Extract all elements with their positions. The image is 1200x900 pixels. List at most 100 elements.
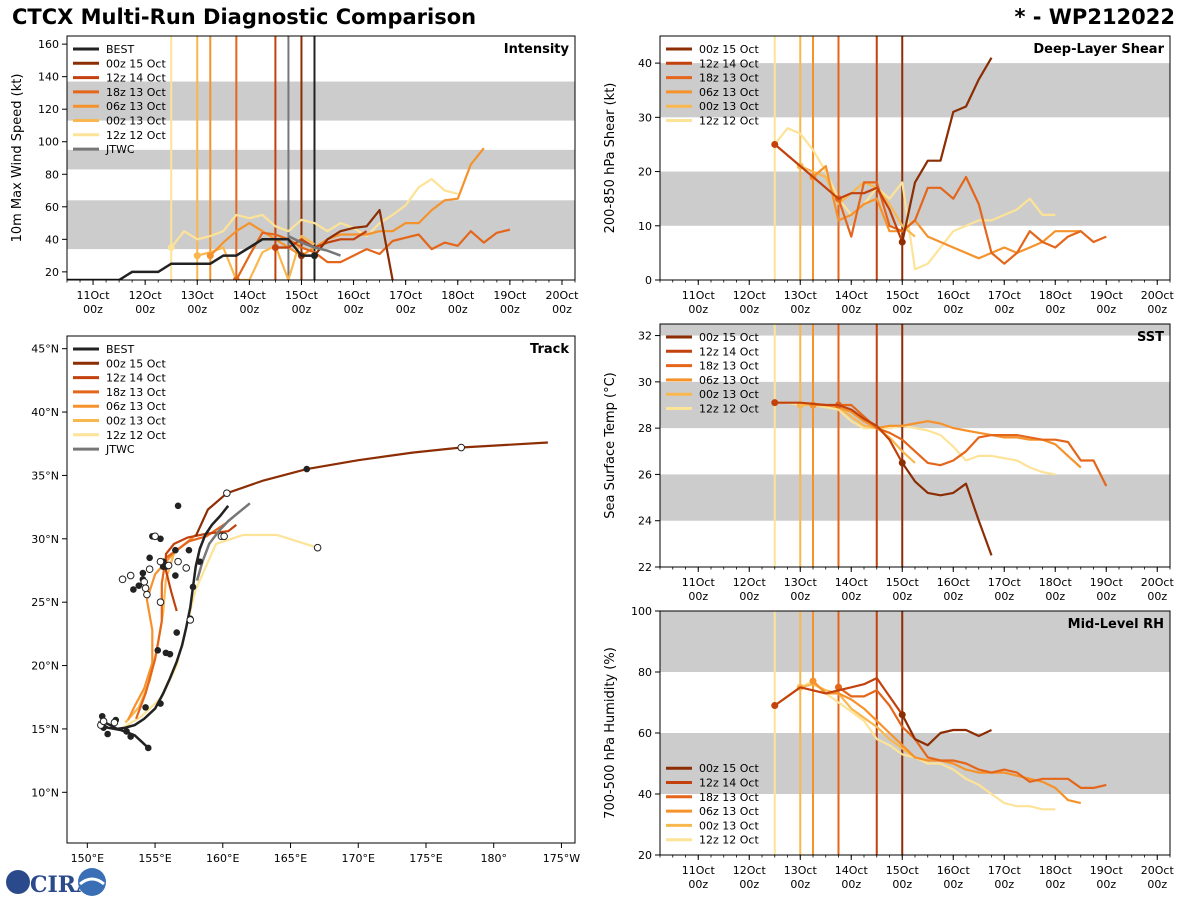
x-tick-label: 15Oct <box>886 576 920 589</box>
y-tick-label: 24 <box>638 515 652 528</box>
x-tick-label: 00z <box>688 590 708 603</box>
x-tick-label: 13Oct <box>784 576 818 589</box>
x-tick-label: 17Oct <box>988 864 1022 877</box>
x-tick-label: 12Oct <box>733 576 767 589</box>
y-tick-label: 45°N <box>31 343 59 356</box>
series-marker <box>771 140 779 148</box>
track-point-hollow <box>164 561 173 570</box>
x-tick-label: 17Oct <box>988 289 1022 302</box>
track-point <box>139 569 147 577</box>
x-tick-label: 13Oct <box>784 289 818 302</box>
track-point <box>185 546 193 554</box>
x-tick-label: 00z <box>83 303 103 316</box>
legend-label: 00z 13 Oct <box>106 115 166 128</box>
series-line <box>209 147 485 257</box>
legend-label: 18z 13 Oct <box>699 72 759 85</box>
satellite-globe-icon <box>78 868 106 896</box>
track-point-hollow <box>220 532 228 541</box>
x-tick-label: 16Oct <box>937 576 971 589</box>
x-tick-label: 00z <box>1096 303 1116 316</box>
track-point-hollow <box>313 543 322 552</box>
track-point <box>127 733 134 740</box>
x-tick-label: 00z <box>1147 878 1167 891</box>
series-line <box>901 57 993 243</box>
x-tick-label: 00z <box>1096 878 1116 891</box>
x-tick-label: 175°W <box>543 852 580 865</box>
y-axis-label: Sea Surface Temp (°C) <box>603 372 618 519</box>
legend-label: 00z 15 Oct <box>106 357 166 370</box>
x-tick-label: 14Oct <box>835 289 869 302</box>
x-tick-label: 20Oct <box>545 289 579 302</box>
x-tick-label: 170°E <box>342 852 375 865</box>
x-tick-label: 00z <box>943 590 963 603</box>
x-tick-label: 11Oct <box>682 289 716 302</box>
legend-label: 12z 14 Oct <box>699 345 759 358</box>
panel-title: Mid-Level RH <box>1068 617 1164 632</box>
legend-label: 12z 12 Oct <box>699 403 759 416</box>
x-tick-label: 155°E <box>138 852 171 865</box>
y-tick-label: 20 <box>638 849 652 862</box>
x-tick-label: 00z <box>1147 590 1167 603</box>
category-band <box>660 381 1170 429</box>
track-point <box>135 582 143 589</box>
y-axis-label: 10m Max Wind Speed (kt) <box>10 74 25 243</box>
x-tick-label: 15Oct <box>886 289 920 302</box>
x-tick-label: 11Oct <box>682 576 716 589</box>
series-line <box>170 178 459 249</box>
legend-label: 18z 13 Oct <box>106 386 166 399</box>
x-tick-label: 00z <box>1096 590 1116 603</box>
track-point-hollow <box>99 717 108 726</box>
legend-label: BEST <box>106 343 134 356</box>
x-tick-label: 00z <box>187 303 207 316</box>
panel-title: Track <box>530 342 569 357</box>
y-tick-label: 80 <box>45 168 59 181</box>
cira-logo: CIRA <box>6 868 106 898</box>
y-tick-label: 32 <box>638 330 652 343</box>
x-tick-label: 20Oct <box>1141 576 1175 589</box>
x-tick-label: 00z <box>790 590 810 603</box>
x-tick-label: 14Oct <box>835 576 869 589</box>
track-point <box>196 558 204 565</box>
x-tick-label: 00z <box>552 303 572 316</box>
x-tick-label: 00z <box>239 303 259 316</box>
x-tick-label: 00z <box>892 590 912 603</box>
track-point <box>157 700 164 707</box>
y-tick-label: 35°N <box>31 469 59 482</box>
category-band <box>660 324 1170 336</box>
x-tick-label: 00z <box>943 303 963 316</box>
x-tick-label: 16Oct <box>937 289 971 302</box>
series-line <box>235 228 511 280</box>
x-tick-label: 00z <box>448 303 468 316</box>
x-tick-label: 00z <box>739 590 759 603</box>
x-tick-label: 00z <box>500 303 520 316</box>
panel-title: SST <box>1137 330 1164 345</box>
x-tick-label: 175°E <box>409 852 442 865</box>
legend-label: 12z 14 Oct <box>699 777 759 790</box>
series-line <box>773 127 1056 271</box>
x-tick-label: 20Oct <box>1141 864 1175 877</box>
legend-label: 12z 12 Oct <box>106 129 166 142</box>
series-marker <box>193 252 201 260</box>
shear-plot <box>660 36 1170 280</box>
track-point <box>166 650 174 658</box>
track-point <box>189 583 197 591</box>
track-point-hollow <box>145 565 154 574</box>
x-tick-label: 00z <box>841 303 861 316</box>
y-tick-label: 20°N <box>31 660 59 673</box>
x-tick-label: 11Oct <box>682 864 716 877</box>
track-point <box>104 730 111 738</box>
x-tick-label: 12Oct <box>733 864 767 877</box>
series-marker <box>167 243 175 251</box>
track-point <box>157 535 164 543</box>
y-tick-label: 20 <box>638 166 652 179</box>
series-line <box>837 686 1107 789</box>
series-marker <box>206 252 214 260</box>
series-line <box>774 401 1056 476</box>
x-tick-label: 20Oct <box>1141 289 1175 302</box>
y-tick-label: 25°N <box>31 596 59 609</box>
y-tick-label: 28 <box>638 422 652 435</box>
legend-label: 06z 13 Oct <box>699 805 759 818</box>
track-point <box>303 465 311 473</box>
x-tick-label: 00z <box>739 878 759 891</box>
